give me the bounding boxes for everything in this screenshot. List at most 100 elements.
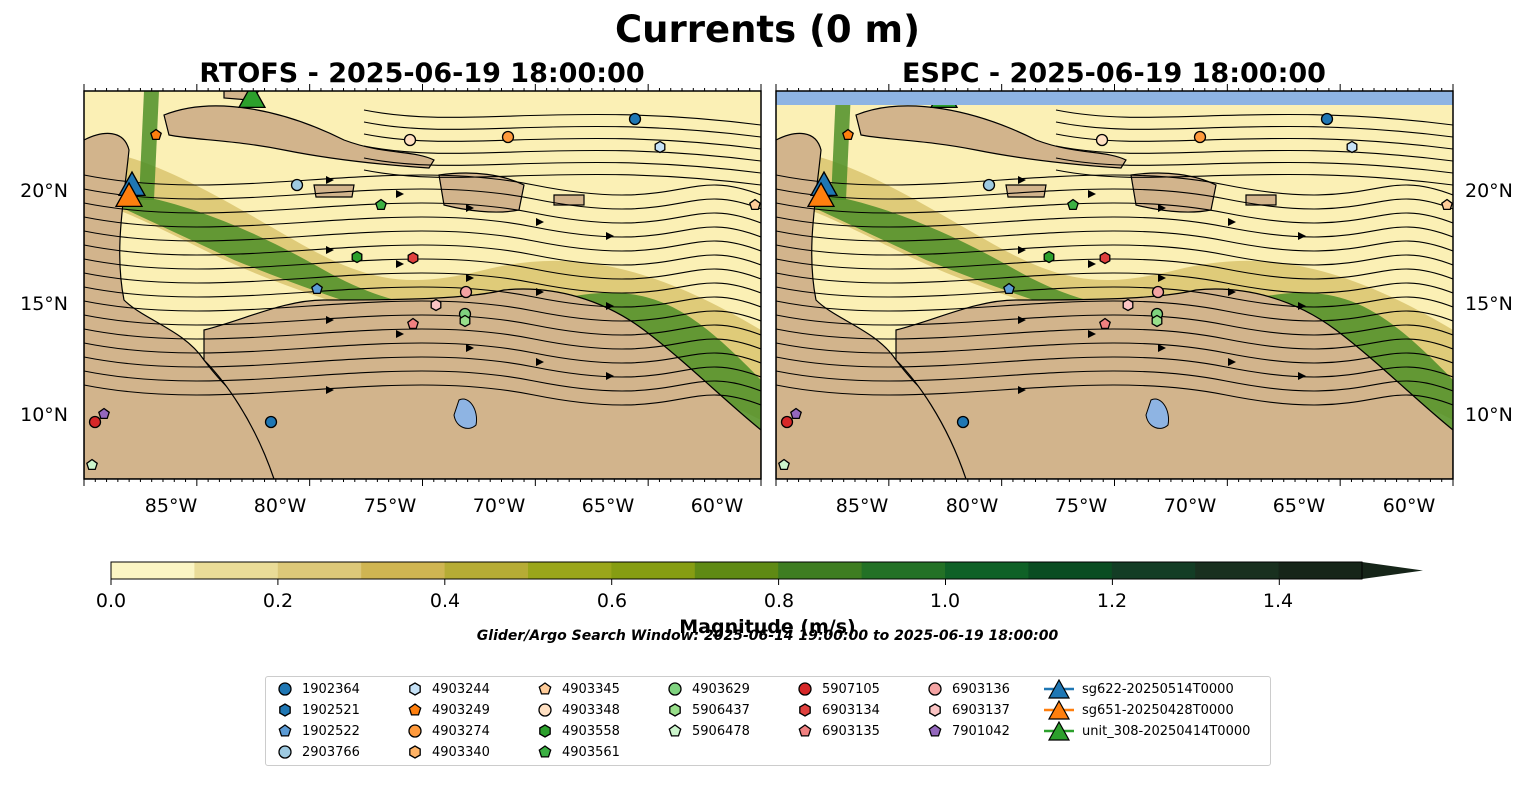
streamline	[776, 314, 1453, 336]
glider-marker	[806, 181, 836, 208]
streamline-arrow	[466, 344, 474, 352]
circle-marker-icon	[798, 682, 812, 696]
pentagon-marker-icon	[798, 724, 812, 737]
legend-label: 1902364	[302, 681, 360, 697]
float-marker	[311, 282, 323, 295]
land-mass	[163, 105, 435, 169]
float-marker	[1320, 112, 1334, 126]
lon-tick-label: 80°W	[254, 495, 307, 517]
streamline-arrow	[1088, 330, 1096, 338]
streamline	[776, 174, 1453, 196]
colorbar-segment	[111, 562, 195, 579]
rtofs-map-panel	[83, 84, 762, 486]
legend-item: 4903249	[406, 700, 490, 720]
float-marker	[790, 407, 802, 420]
float-marker	[459, 285, 473, 299]
streamline	[776, 300, 1453, 322]
streamline-arrow	[1228, 218, 1236, 226]
streamline	[1055, 109, 1453, 126]
streamline	[84, 300, 761, 322]
float-marker	[375, 198, 387, 211]
streamline	[363, 145, 761, 162]
legend-label: 6903136	[952, 681, 1010, 697]
lat-tick-label: 20°N	[1465, 180, 1513, 202]
hexagon-marker-icon	[669, 703, 681, 717]
legend-item: 6903136	[926, 679, 1010, 699]
streamline-arrow	[606, 232, 614, 240]
hexagon-marker-icon	[799, 703, 811, 717]
land-mass	[553, 194, 585, 206]
current-band	[139, 91, 159, 200]
colorbar-tick-label: 1.4	[1263, 590, 1293, 612]
circle-marker-icon	[928, 682, 942, 696]
lon-tick-label: 70°W	[473, 495, 526, 517]
colorbar-segment	[444, 562, 529, 579]
streamline-arrow	[1228, 358, 1236, 366]
lon-tick-label: 65°W	[1273, 495, 1326, 517]
legend: 1902364 1902521 1902522 2903766 4903244 49032…	[265, 676, 1271, 766]
lat-tick-label: 20°N	[20, 180, 68, 202]
colorbar-segment	[361, 562, 446, 579]
float-marker	[1003, 282, 1015, 295]
float-marker	[86, 458, 98, 471]
legend-label: 4903561	[562, 744, 620, 760]
legend-label: 1902522	[302, 723, 360, 739]
streamline	[84, 286, 761, 308]
land-mass	[1005, 184, 1047, 198]
float-marker	[778, 458, 790, 471]
legend-label: 4903249	[432, 702, 490, 718]
circle-marker-icon	[278, 745, 292, 759]
nodata-band	[776, 91, 1453, 105]
colorbar-label: Magnitude (m/s)	[679, 616, 856, 638]
float-marker	[749, 198, 761, 211]
streamline-arrow	[1018, 176, 1026, 184]
streamline	[84, 216, 761, 238]
streamline	[84, 272, 761, 294]
legend-label: 1902521	[302, 702, 360, 718]
legend-item: 4903274	[406, 721, 490, 741]
colorbar-segment	[1278, 562, 1363, 579]
colorbar-tick-label: 0.6	[597, 590, 627, 612]
streamline-arrow	[1158, 274, 1166, 282]
legend-label: sg651-20250428T0000	[1082, 702, 1234, 718]
colorbar: 0.0 0.2 0.4 0.6 0.8 1.0 1.2 1.4	[96, 561, 1423, 612]
legend-item: 6903134	[796, 700, 880, 720]
float-marker	[654, 140, 666, 154]
streamline	[776, 202, 1453, 224]
land-mass	[855, 105, 1127, 169]
current-band	[831, 91, 851, 200]
streamline	[363, 157, 761, 174]
lon-tick-label: 85°W	[836, 495, 889, 517]
legend-label: 5906437	[692, 702, 750, 718]
streamline	[363, 109, 761, 126]
colorbar-tick-label: 0.2	[263, 590, 293, 612]
streamline-arrow	[606, 372, 614, 380]
streamline	[776, 258, 1453, 280]
legend-label: 4903629	[692, 681, 750, 697]
float-marker	[98, 407, 110, 420]
lat-tick-label: 10°N	[20, 404, 68, 426]
lat-tick-label: 10°N	[1465, 404, 1513, 426]
legend-item: 4903345	[536, 679, 620, 699]
pentagon-marker-icon	[408, 703, 422, 716]
legend-item: 4903629	[666, 679, 750, 699]
float-marker	[403, 133, 417, 147]
legend-item: 6903137	[926, 700, 1010, 720]
float-marker	[430, 298, 442, 312]
float-marker	[1095, 133, 1109, 147]
circle-marker-icon	[668, 682, 682, 696]
streamline-arrow	[396, 330, 404, 338]
map-content	[84, 91, 761, 479]
legend-label: 4903348	[562, 702, 620, 718]
colorbar-segment	[277, 562, 362, 579]
legend-label: sg622-20250514T0000	[1082, 681, 1234, 697]
colorbar-tick-label: 0.8	[764, 590, 794, 612]
legend-label: 6903135	[822, 723, 880, 739]
legend-label: 7901042	[952, 723, 1010, 739]
land-mass	[1245, 194, 1277, 206]
streamline-arrow	[1298, 372, 1306, 380]
float-marker	[459, 314, 471, 328]
land-mass	[438, 172, 525, 213]
streamline-arrow	[536, 358, 544, 366]
hexagon-marker-icon	[929, 703, 941, 717]
